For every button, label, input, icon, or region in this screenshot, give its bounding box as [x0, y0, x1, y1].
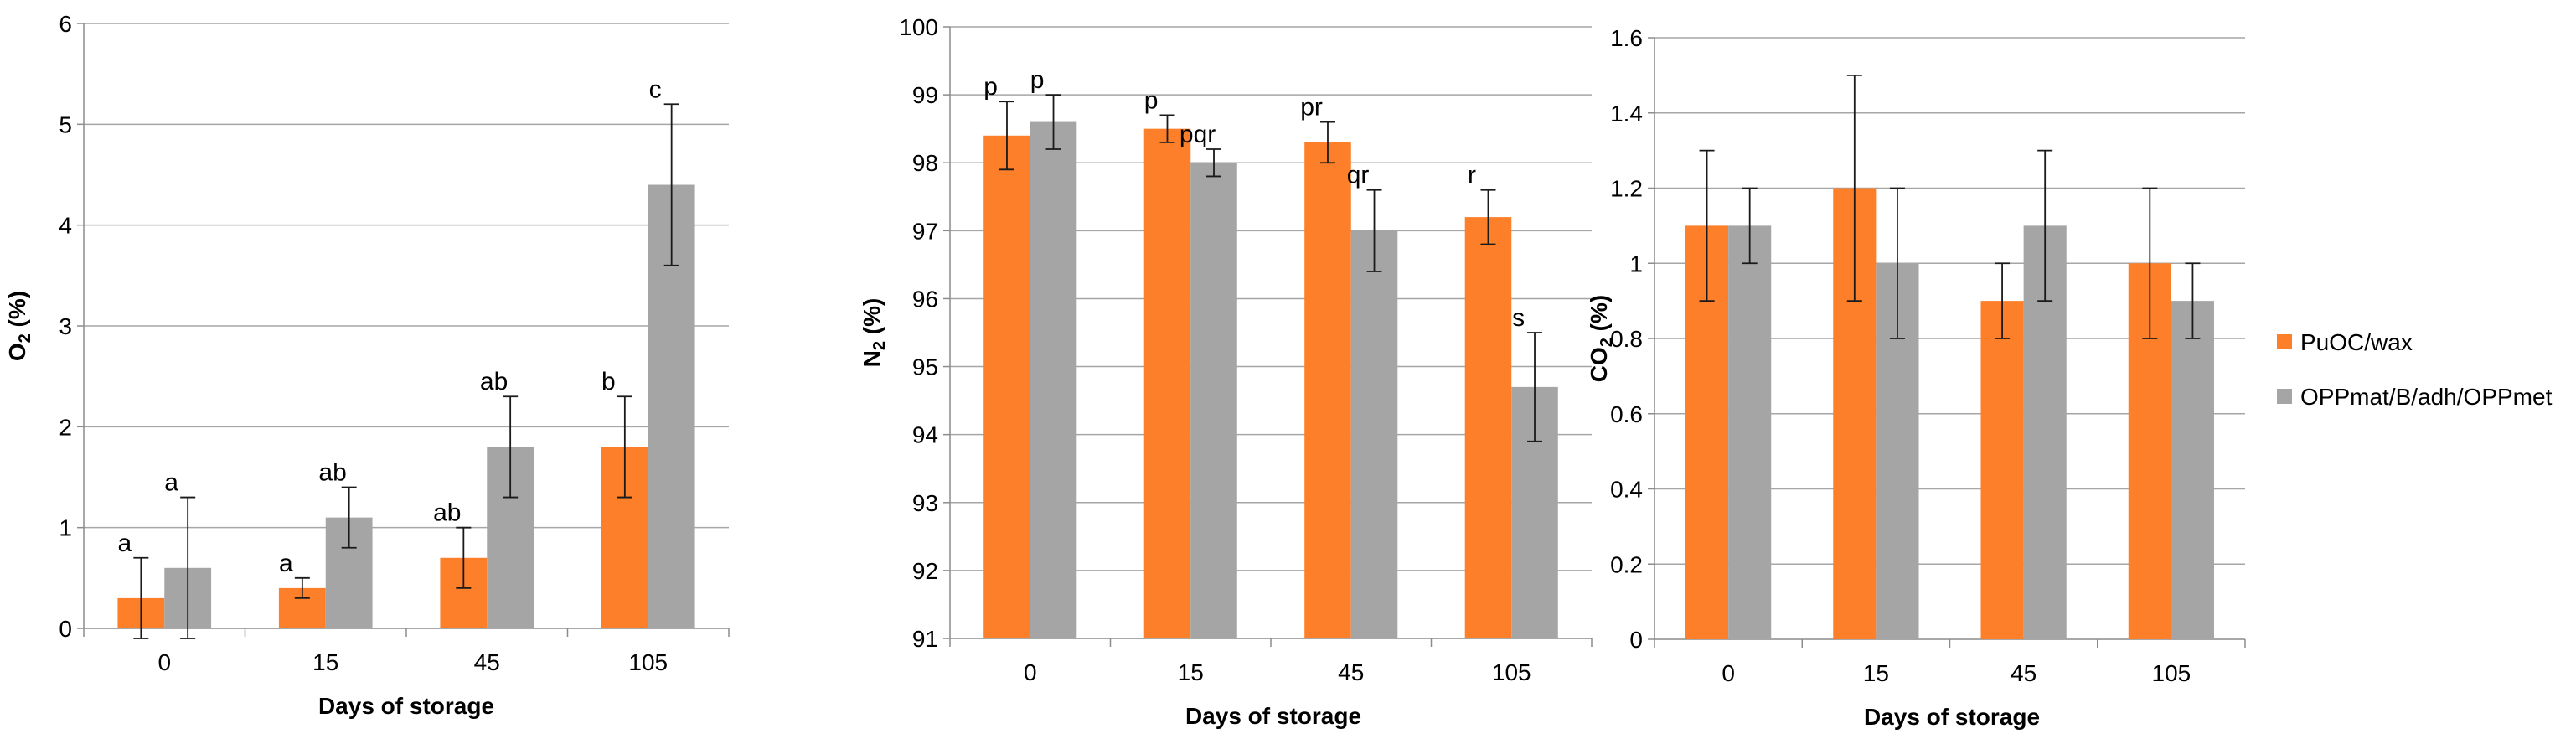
bar-puoc-wax-15: [1143, 128, 1191, 638]
carbon-dioxide-chart: 0 0.2 0.4 0.6 0.8 1 1.2 1.4 1.6 0 15 45 105 Days of s…: [1586, 25, 2246, 730]
y-axis-title: O2 (%): [4, 291, 34, 361]
y-tick-label: 0: [1629, 627, 1643, 653]
significance-letter: p: [983, 73, 998, 101]
x-axis-title: Days of storage: [318, 693, 494, 719]
bar-oppmat-0: [1030, 121, 1077, 639]
y-tick-label: 92: [912, 558, 938, 584]
legend-label-oppmat: OPPmat/B/adh/OPPmet: [2300, 384, 2553, 410]
y-tick-label: 1.2: [1610, 176, 1643, 202]
y-tick-label: 1: [1629, 251, 1643, 276]
y-tick-label: 5: [59, 111, 72, 137]
y-tick-label: 1.4: [1610, 101, 1643, 127]
significance-letter: ab: [480, 368, 508, 395]
bar-puoc-wax-45: [1304, 142, 1351, 638]
y-tick-label: 2: [59, 414, 72, 440]
y-tick-label: 6: [59, 11, 72, 37]
bar-puoc-wax-45: [1980, 301, 2024, 639]
significance-letter: s: [1512, 304, 1525, 332]
significance-letter: a: [164, 469, 178, 497]
x-tick-label: 105: [628, 649, 668, 675]
x-tick-label: 15: [1178, 659, 1204, 685]
significance-letter: qr: [1347, 162, 1370, 189]
x-tick-label: 45: [1338, 659, 1364, 685]
significance-letter: ab: [318, 459, 346, 487]
y-tick-label: 96: [912, 286, 938, 312]
x-axis-title: Days of storage: [1185, 703, 1361, 729]
x-tick-label: 45: [474, 649, 500, 675]
legend-swatch-puoc-wax: [2277, 334, 2292, 349]
bar-oppmat-15: [1190, 163, 1237, 638]
significance-letter: ab: [433, 499, 461, 527]
significance-letter: a: [117, 530, 132, 557]
legend-swatch-oppmat: [2277, 389, 2292, 404]
legend-label-puoc-wax: PuOC/wax: [2300, 329, 2413, 355]
y-tick-label: 3: [59, 313, 72, 339]
y-tick-label: 94: [912, 422, 938, 448]
legend: PuOC/wax OPPmat/B/adh/OPPmet: [2277, 329, 2553, 410]
bar-oppmat-45: [1350, 230, 1398, 638]
y-tick-label: 0.8: [1610, 326, 1643, 352]
x-tick-label: 0: [157, 649, 171, 675]
significance-letter: p: [1030, 66, 1045, 94]
y-axis-title: N2 (%): [859, 298, 889, 368]
bar-oppmat-105: [2171, 301, 2214, 639]
y-tick-label: 98: [912, 150, 938, 176]
x-tick-label: 0: [1024, 659, 1037, 685]
significance-letter: c: [649, 75, 662, 103]
y-tick-label: 99: [912, 82, 938, 108]
y-tick-label: 0.4: [1610, 477, 1643, 503]
y-tick-label: 97: [912, 218, 938, 244]
y-tick-label: 93: [912, 490, 938, 516]
x-tick-label: 15: [312, 649, 338, 675]
y-tick-label: 1: [59, 515, 72, 541]
y-tick-label: 4: [59, 213, 72, 239]
y-tick-label: 1.6: [1610, 25, 1643, 51]
y-tick-label: 0.2: [1610, 551, 1643, 577]
significance-letter: p: [1144, 86, 1159, 114]
bar-puoc-wax-0: [983, 135, 1030, 638]
x-tick-label: 15: [1863, 660, 1889, 686]
significance-letter: b: [601, 368, 616, 395]
y-tick-label: 0.6: [1610, 401, 1643, 427]
x-tick-label: 0: [1722, 660, 1735, 686]
bar-oppmat-0: [1728, 225, 1772, 639]
y-axis-title: CO2 (%): [1586, 295, 1616, 382]
bar-puoc-wax-105: [1464, 217, 1512, 638]
x-tick-label: 105: [2152, 660, 2191, 686]
significance-letter: r: [1468, 162, 1476, 189]
x-tick-label: 45: [2011, 660, 2037, 686]
significance-letter: pqr: [1180, 121, 1216, 148]
y-tick-label: 0: [59, 616, 72, 642]
x-axis-title: Days of storage: [1864, 704, 2040, 730]
y-tick-label: 95: [912, 354, 938, 380]
significance-letter: a: [279, 550, 293, 577]
y-tick-label: 91: [912, 626, 938, 652]
y-tick-label: 100: [899, 14, 938, 40]
x-tick-label: 105: [1492, 659, 1531, 685]
significance-letter: pr: [1300, 94, 1323, 121]
